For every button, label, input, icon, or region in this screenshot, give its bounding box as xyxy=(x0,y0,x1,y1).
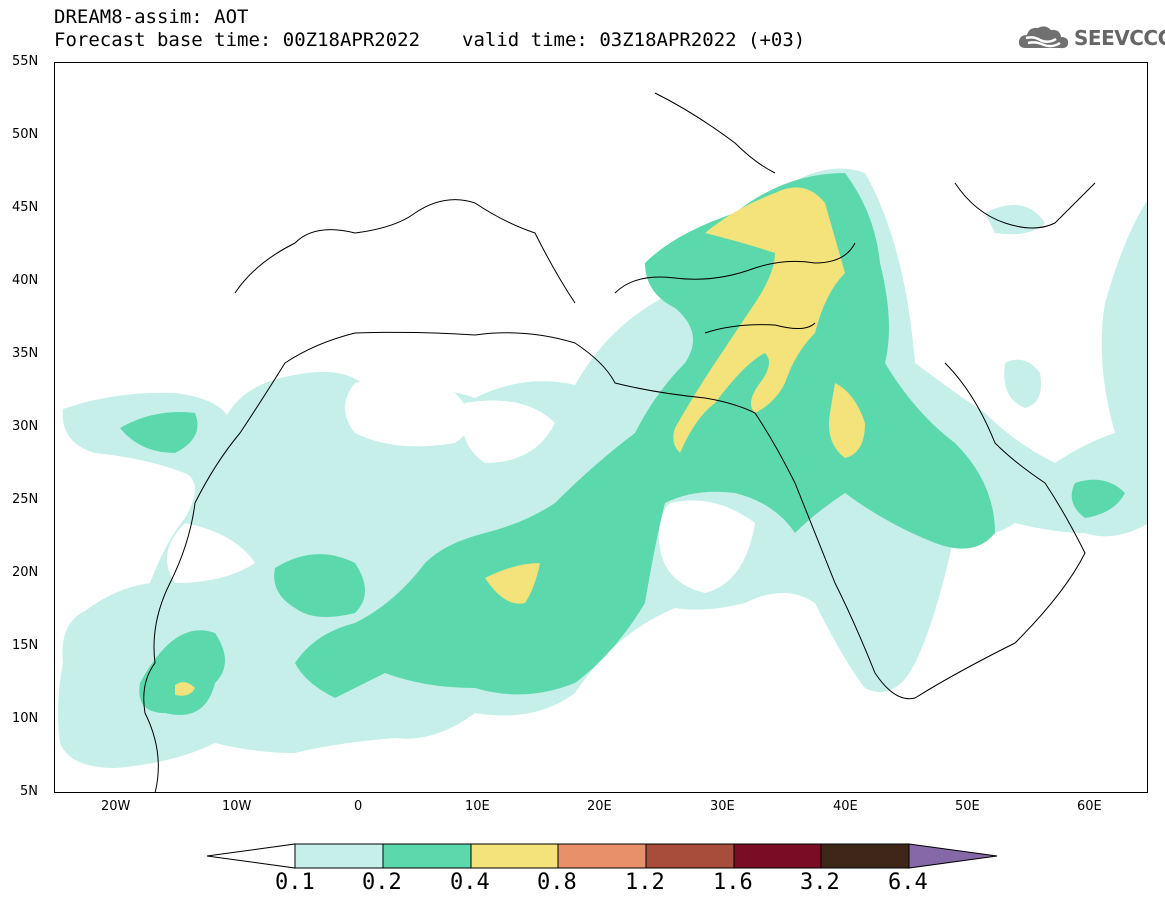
aot-map-panel xyxy=(54,62,1148,793)
product-title: DREAM8-assim: AOT xyxy=(54,6,249,28)
colorbar-label: 1.6 xyxy=(713,870,753,895)
colorbar-segment xyxy=(908,843,998,869)
colorbar-label: 0.4 xyxy=(450,870,490,895)
base-time-label: Forecast base time: 00Z18APR2022 xyxy=(54,29,421,51)
lat-tick-label: 30N xyxy=(12,419,39,434)
colorbar-segment xyxy=(733,843,822,869)
colorbar-segment xyxy=(820,843,910,869)
lat-tick-label: 45N xyxy=(12,200,39,215)
lon-tick-label: 10W xyxy=(222,799,252,814)
valid-time-label: valid time: 03Z18APR2022 (+03) xyxy=(462,29,806,51)
colorbar-label: 0.1 xyxy=(275,870,315,895)
clear-sky-patches xyxy=(167,379,755,593)
colorbar-segment xyxy=(206,843,296,869)
lon-tick-label: 60E xyxy=(1077,799,1102,814)
lat-tick-label: 40N xyxy=(12,273,39,288)
colorbar-segment xyxy=(382,843,472,869)
lat-tick-label: 25N xyxy=(12,492,39,507)
seevccc-logo: SEEVCCC xyxy=(1016,22,1165,56)
lat-tick-label: 50N xyxy=(12,127,39,142)
aot-map xyxy=(55,63,1147,792)
lat-tick-label: 10N xyxy=(12,711,39,726)
coastlines xyxy=(143,92,1096,792)
lon-tick-label: 20W xyxy=(101,799,131,814)
colorbar-segment xyxy=(470,843,559,869)
colorbar-label: 6.4 xyxy=(888,870,928,895)
cloud-icon xyxy=(1018,26,1069,49)
lon-tick-label: 0 xyxy=(354,799,363,814)
lat-tick-label: 35N xyxy=(12,346,39,361)
lon-tick-label: 30E xyxy=(710,799,735,814)
colorbar-label: 1.2 xyxy=(625,870,665,895)
lon-tick-label: 20E xyxy=(587,799,612,814)
lat-tick-label: 15N xyxy=(12,638,39,653)
map-title-block: DREAM8-assim: AOT Forecast base time: 00… xyxy=(54,6,805,52)
logo-text: SEEVCCC xyxy=(1074,26,1165,50)
colorbar-label: 0.8 xyxy=(537,870,577,895)
colorbar-segment xyxy=(557,843,647,869)
aot-colorbar xyxy=(206,843,998,869)
colorbar-label: 0.2 xyxy=(362,870,402,895)
lon-tick-label: 50E xyxy=(955,799,980,814)
lon-tick-label: 10E xyxy=(465,799,490,814)
lat-tick-label: 5N xyxy=(20,784,38,799)
colorbar-segment xyxy=(294,843,384,869)
aot-band-0.4-0.8 xyxy=(175,187,865,696)
lon-tick-label: 40E xyxy=(833,799,858,814)
colorbar-label: 3.2 xyxy=(800,870,840,895)
lat-tick-label: 55N xyxy=(12,54,39,69)
colorbar-segment xyxy=(645,843,735,869)
lat-tick-label: 20N xyxy=(12,565,39,580)
